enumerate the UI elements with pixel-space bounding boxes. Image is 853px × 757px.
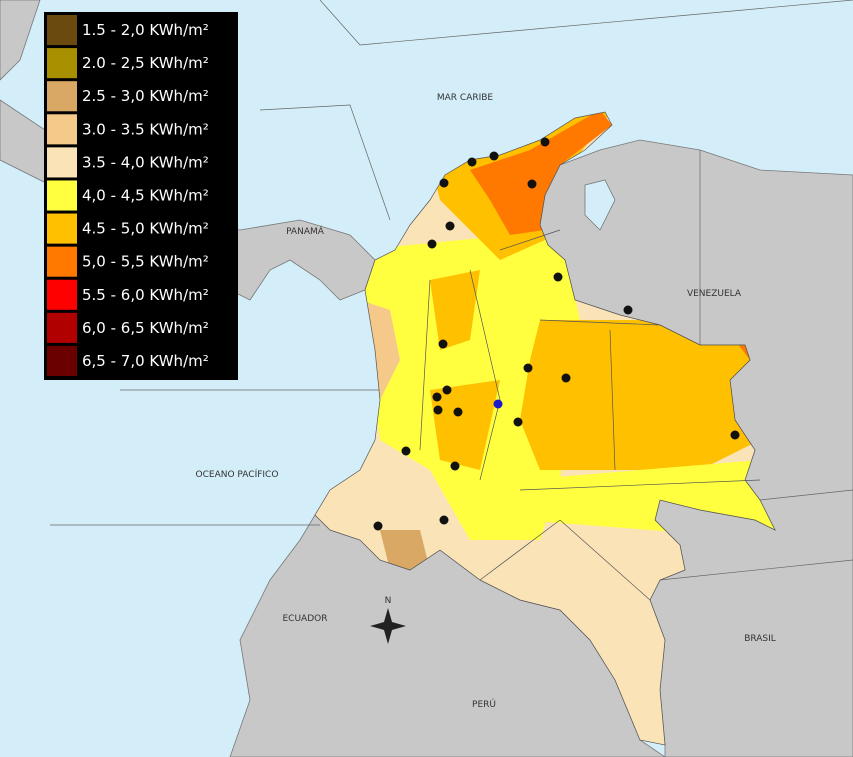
country-label: VENEZUELA — [687, 289, 742, 299]
legend-label: 6,0 - 6,5 KWh/m² — [82, 319, 209, 337]
ocean-label: OCEANO PACÍFICO — [196, 468, 279, 480]
compass — [370, 608, 406, 644]
borders — [50, 0, 853, 581]
cities — [373, 137, 740, 531]
legend-label: 5,0 - 5,5 KWh/m² — [82, 253, 209, 271]
legend-swatch — [47, 279, 77, 310]
legend-swatch — [47, 345, 77, 376]
legend-label: 2.0 - 2,5 KWh/m² — [82, 54, 209, 72]
lake — [584, 179, 616, 231]
legend-label: 1.5 - 2,0 KWh/m² — [82, 21, 209, 39]
legend-label: 3.0 - 3.5 KWh/m² — [82, 120, 209, 138]
legend-swatch — [47, 246, 77, 277]
country-label: ECUADOR — [283, 614, 328, 624]
legend-label: 3.5 - 4,0 KWh/m² — [82, 153, 209, 171]
legend-swatch — [47, 81, 77, 112]
legend-swatch — [47, 312, 77, 343]
legend: 1.5 - 2,0 KWh/m² 2.0 - 2,5 KWh/m² 2.5 - 3,… — [44, 12, 238, 380]
legend-label: 6,5 - 7,0 KWh/m² — [82, 352, 209, 370]
country-label: PANAMÁ — [286, 225, 325, 237]
legend-swatch — [47, 213, 77, 244]
legend-swatch — [47, 147, 77, 178]
legend-label: 4.5 - 5,0 KWh/m² — [82, 220, 209, 238]
legend-label: 4,0 - 4,5 KWh/m² — [82, 187, 209, 205]
legend-label: 2.5 - 3,0 KWh/m² — [82, 87, 209, 105]
legend-swatch — [47, 180, 77, 211]
sea-label: MAR CARIBE — [437, 93, 494, 103]
legend-swatch — [47, 15, 77, 46]
compass-label: N — [385, 596, 392, 606]
legend-swatch — [47, 48, 77, 79]
legend-swatch — [47, 114, 77, 145]
colombia-outline — [314, 111, 776, 746]
country-label: BRASIL — [744, 634, 776, 644]
country-label: PERÚ — [472, 698, 496, 710]
legend-label: 5.5 - 6,0 KWh/m² — [82, 286, 209, 304]
